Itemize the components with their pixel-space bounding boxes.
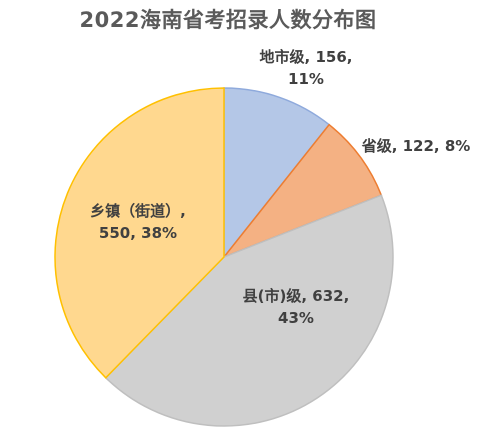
slice-data-label: 省级, 122, 8% [361, 137, 471, 155]
chart-title: 2022海南省考招录人数分布图 [79, 8, 377, 32]
pie-slice [54, 87, 225, 379]
pie-slice [221, 123, 383, 259]
pie-slice [223, 87, 331, 260]
slice-label-line: 11% [288, 70, 324, 88]
pie-slice [104, 194, 394, 427]
slice-label-line: 地市级, 156, [260, 48, 353, 66]
slice-label-line: 县(市)级, 632, [243, 287, 350, 305]
slice-label-line: 550, 38% [99, 224, 177, 242]
slice-data-label: 乡镇（街道）, 550, 38% [90, 202, 186, 242]
slice-data-label: 地市级, 156, 11% [260, 48, 353, 88]
slice-label-line: 省级, 122, 8% [361, 137, 471, 155]
slice-data-label: 县(市)级, 632, 43% [243, 287, 350, 327]
slice-label-line: 乡镇（街道）, [90, 202, 186, 220]
slice-label-line: 43% [278, 309, 314, 327]
